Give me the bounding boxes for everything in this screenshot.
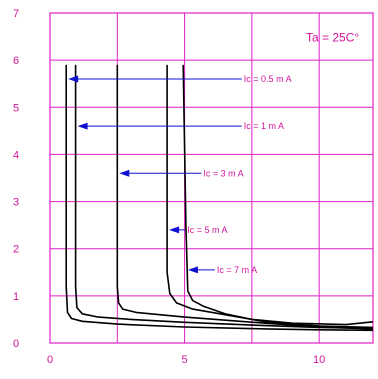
series-line (116, 64, 374, 330)
annotation-arrowhead (77, 122, 88, 130)
annotation-arrowhead (119, 169, 130, 177)
annotation-label: Ic = 5 m A (187, 225, 227, 235)
y-tick-label: 0 (13, 338, 19, 350)
annotations: Ic = 0.5 m A Ic = 1 m A Ic = 3 m A Ic = 5 m… (68, 74, 292, 275)
y-tick-label: 1 (13, 291, 19, 303)
curves (65, 64, 374, 332)
y-tick-label: 7 (13, 8, 19, 20)
y-tick-label: 3 (13, 197, 19, 209)
x-tick-label: 0 (47, 354, 53, 366)
annotation-label: Ic = 0.5 m A (244, 74, 292, 84)
tick-labels: 0 1 2 3 4 5 6 7 0 5 10 (13, 8, 325, 366)
annotation-arrowhead (187, 266, 198, 274)
plot-frame (49, 12, 374, 344)
series-line (182, 64, 374, 326)
y-tick-label: 4 (13, 149, 19, 161)
y-tick-label: 6 (13, 55, 19, 67)
annotation-arrowhead (169, 226, 180, 234)
condition-label: Ta = 25C° (306, 30, 359, 44)
annotation-arrowhead (68, 75, 79, 83)
x-tick-label: 5 (182, 354, 188, 366)
series-line (74, 64, 374, 330)
series-line (166, 64, 374, 329)
series-line (65, 64, 374, 332)
y-tick-label: 5 (13, 102, 19, 114)
annotation-label: Ic = 3 m A (203, 168, 243, 178)
annotation-label: Ic = 7 m A (217, 265, 257, 275)
annotation-label: Ic = 1 m A (244, 121, 284, 131)
x-tick-label: 10 (313, 354, 325, 366)
y-tick-label: 2 (13, 244, 19, 256)
